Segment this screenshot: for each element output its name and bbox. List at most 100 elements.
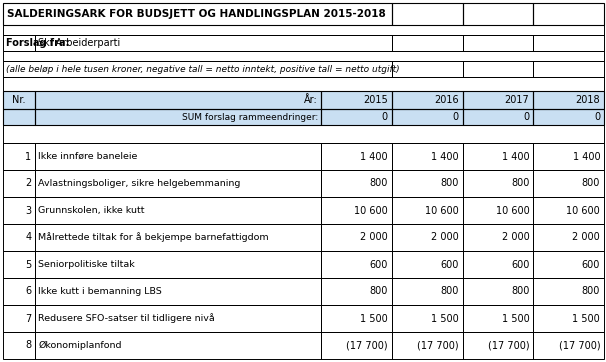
Text: 800: 800 xyxy=(582,178,600,189)
Bar xyxy=(3,91,35,109)
Bar xyxy=(35,109,321,125)
Text: Forslag fra:: Forslag fra: xyxy=(6,38,70,48)
Bar xyxy=(35,143,321,170)
Text: 800: 800 xyxy=(511,178,530,189)
Text: 800: 800 xyxy=(511,286,530,296)
Bar xyxy=(35,91,321,109)
Bar xyxy=(321,224,392,251)
Bar xyxy=(3,109,35,125)
Bar xyxy=(321,332,392,359)
Text: (17 700): (17 700) xyxy=(417,341,459,350)
Bar xyxy=(462,109,533,125)
Bar xyxy=(462,61,533,77)
Text: 0: 0 xyxy=(523,112,530,122)
Text: 10 600: 10 600 xyxy=(354,206,388,215)
Text: 0: 0 xyxy=(453,112,459,122)
Text: 600: 600 xyxy=(582,260,600,269)
Bar xyxy=(392,3,462,25)
Bar xyxy=(533,305,604,332)
Bar xyxy=(35,278,321,305)
Bar xyxy=(392,109,462,125)
Bar xyxy=(533,61,604,77)
Bar xyxy=(35,35,392,51)
Bar xyxy=(321,91,392,109)
Bar xyxy=(3,77,604,91)
Text: 2 000: 2 000 xyxy=(360,232,388,243)
Bar xyxy=(3,305,35,332)
Bar xyxy=(35,332,321,359)
Bar xyxy=(321,170,392,197)
Bar xyxy=(3,251,35,278)
Bar xyxy=(3,170,35,197)
Bar xyxy=(462,224,533,251)
Bar xyxy=(462,224,533,251)
Bar xyxy=(321,197,392,224)
Bar xyxy=(392,109,462,125)
Bar xyxy=(533,35,604,51)
Bar xyxy=(533,224,604,251)
Bar xyxy=(3,224,35,251)
Text: 600: 600 xyxy=(370,260,388,269)
Bar xyxy=(3,109,35,125)
Text: 0: 0 xyxy=(382,112,388,122)
Bar xyxy=(462,251,533,278)
Text: 3: 3 xyxy=(25,206,32,215)
Text: 600: 600 xyxy=(440,260,459,269)
Bar xyxy=(392,91,462,109)
Bar xyxy=(3,143,35,170)
Bar xyxy=(392,332,462,359)
Bar xyxy=(392,332,462,359)
Text: 1 400: 1 400 xyxy=(431,152,459,161)
Bar xyxy=(3,3,392,25)
Text: 10 600: 10 600 xyxy=(496,206,530,215)
Bar xyxy=(3,332,35,359)
Bar xyxy=(392,35,462,51)
Text: 1 400: 1 400 xyxy=(502,152,530,161)
Bar xyxy=(35,197,321,224)
Text: 800: 800 xyxy=(440,178,459,189)
Bar xyxy=(533,109,604,125)
Bar xyxy=(3,251,35,278)
Bar xyxy=(462,278,533,305)
Bar xyxy=(533,91,604,109)
Bar xyxy=(3,25,604,35)
Bar xyxy=(462,35,533,51)
Bar xyxy=(321,251,392,278)
Bar xyxy=(533,3,604,25)
Bar xyxy=(3,25,604,35)
Text: 7: 7 xyxy=(25,313,32,324)
Bar xyxy=(533,35,604,51)
Bar xyxy=(462,197,533,224)
Bar xyxy=(321,251,392,278)
Bar xyxy=(3,77,604,91)
Text: 8: 8 xyxy=(25,341,32,350)
Text: SUM forslag rammeendringer:: SUM forslag rammeendringer: xyxy=(182,113,318,122)
Bar xyxy=(392,3,462,25)
Bar xyxy=(35,170,321,197)
Bar xyxy=(392,224,462,251)
Bar xyxy=(462,170,533,197)
Bar xyxy=(3,224,35,251)
Text: År:: År: xyxy=(304,95,318,105)
Bar xyxy=(392,61,462,77)
Text: 1: 1 xyxy=(25,152,32,161)
Bar xyxy=(3,197,35,224)
Bar xyxy=(3,143,35,170)
Bar xyxy=(462,170,533,197)
Bar xyxy=(462,143,533,170)
Bar xyxy=(3,51,604,61)
Bar xyxy=(392,278,462,305)
Bar xyxy=(321,109,392,125)
Text: Ikke innføre baneleie: Ikke innføre baneleie xyxy=(38,152,138,161)
Bar xyxy=(3,197,35,224)
Bar xyxy=(35,224,321,251)
Bar xyxy=(533,109,604,125)
Bar xyxy=(392,197,462,224)
Text: Seniorpolitiske tiltak: Seniorpolitiske tiltak xyxy=(38,260,135,269)
Bar xyxy=(392,91,462,109)
Text: SALDERINGSARK FOR BUDSJETT OG HANDLINGSPLAN 2015-2018: SALDERINGSARK FOR BUDSJETT OG HANDLINGSP… xyxy=(7,9,386,19)
Text: 5: 5 xyxy=(25,260,32,269)
Bar xyxy=(462,251,533,278)
Bar xyxy=(35,91,321,109)
Bar xyxy=(392,305,462,332)
